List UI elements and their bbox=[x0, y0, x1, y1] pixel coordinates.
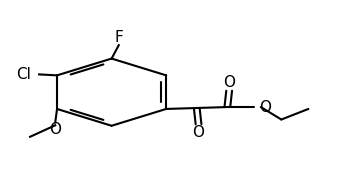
Text: O: O bbox=[259, 99, 271, 115]
Text: Cl: Cl bbox=[17, 67, 31, 82]
Text: F: F bbox=[114, 30, 123, 45]
Text: O: O bbox=[49, 122, 61, 137]
Text: O: O bbox=[193, 125, 204, 140]
Text: O: O bbox=[223, 75, 235, 90]
